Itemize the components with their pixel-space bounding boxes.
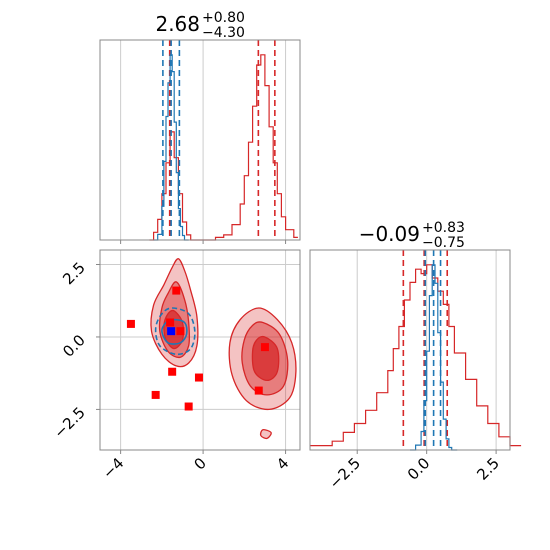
red-marker-8 [260, 343, 269, 352]
right-red-histogram [310, 264, 522, 447]
right-blue-histogram [410, 264, 458, 451]
title-x-lower: −4.30 [202, 25, 245, 41]
red-marker-1 [126, 319, 135, 328]
top-frame [99, 39, 301, 241]
title-y-value: −0.09 [359, 222, 420, 246]
red-marker-6 [184, 402, 193, 411]
right-x-tick-label-0: −2.5 [326, 454, 364, 492]
red-marker-3 [176, 327, 185, 336]
red-marker-0 [172, 286, 181, 295]
title-y-upper: +0.83 [422, 220, 465, 236]
joint-x-tick-label-0: −4 [99, 454, 127, 482]
marginal-y-panel: −2.5 0.0 2.5 [309, 249, 522, 493]
joint-y-tick-label-0: 2.5 [59, 259, 89, 289]
red-contour-5 [251, 335, 280, 382]
joint-y-tick-label-2: −2.5 [50, 404, 88, 442]
joint-panel: −4 0 4 2.5 0.0 −2.5 [50, 249, 301, 482]
red-marker-5 [151, 390, 160, 399]
joint-x-tick-label-2: 4 [273, 454, 292, 473]
red-marker-9 [254, 386, 263, 395]
title-x-upper: +0.80 [202, 10, 245, 26]
red-contour-6 [259, 428, 272, 440]
top-blue-histogram [153, 54, 189, 241]
blue-contour-1 [161, 318, 188, 345]
right-x-tick-label-2: 2.5 [473, 454, 503, 484]
red-marker-2 [166, 318, 175, 327]
joint-frame [99, 249, 301, 451]
joint-y-tick-label-1: 0.0 [59, 331, 89, 361]
red-marker-7 [194, 373, 203, 382]
right-x-tick-label-1: 0.0 [404, 454, 434, 484]
marginal-x-panel [99, 39, 301, 244]
red-marker-4 [168, 367, 177, 376]
blue-marker-0 [167, 327, 176, 336]
title-y-lower: −0.75 [422, 235, 465, 251]
right-frame [309, 249, 511, 451]
title-x-value: 2.68 [155, 12, 200, 36]
joint-x-tick-label-1: 0 [190, 454, 209, 473]
